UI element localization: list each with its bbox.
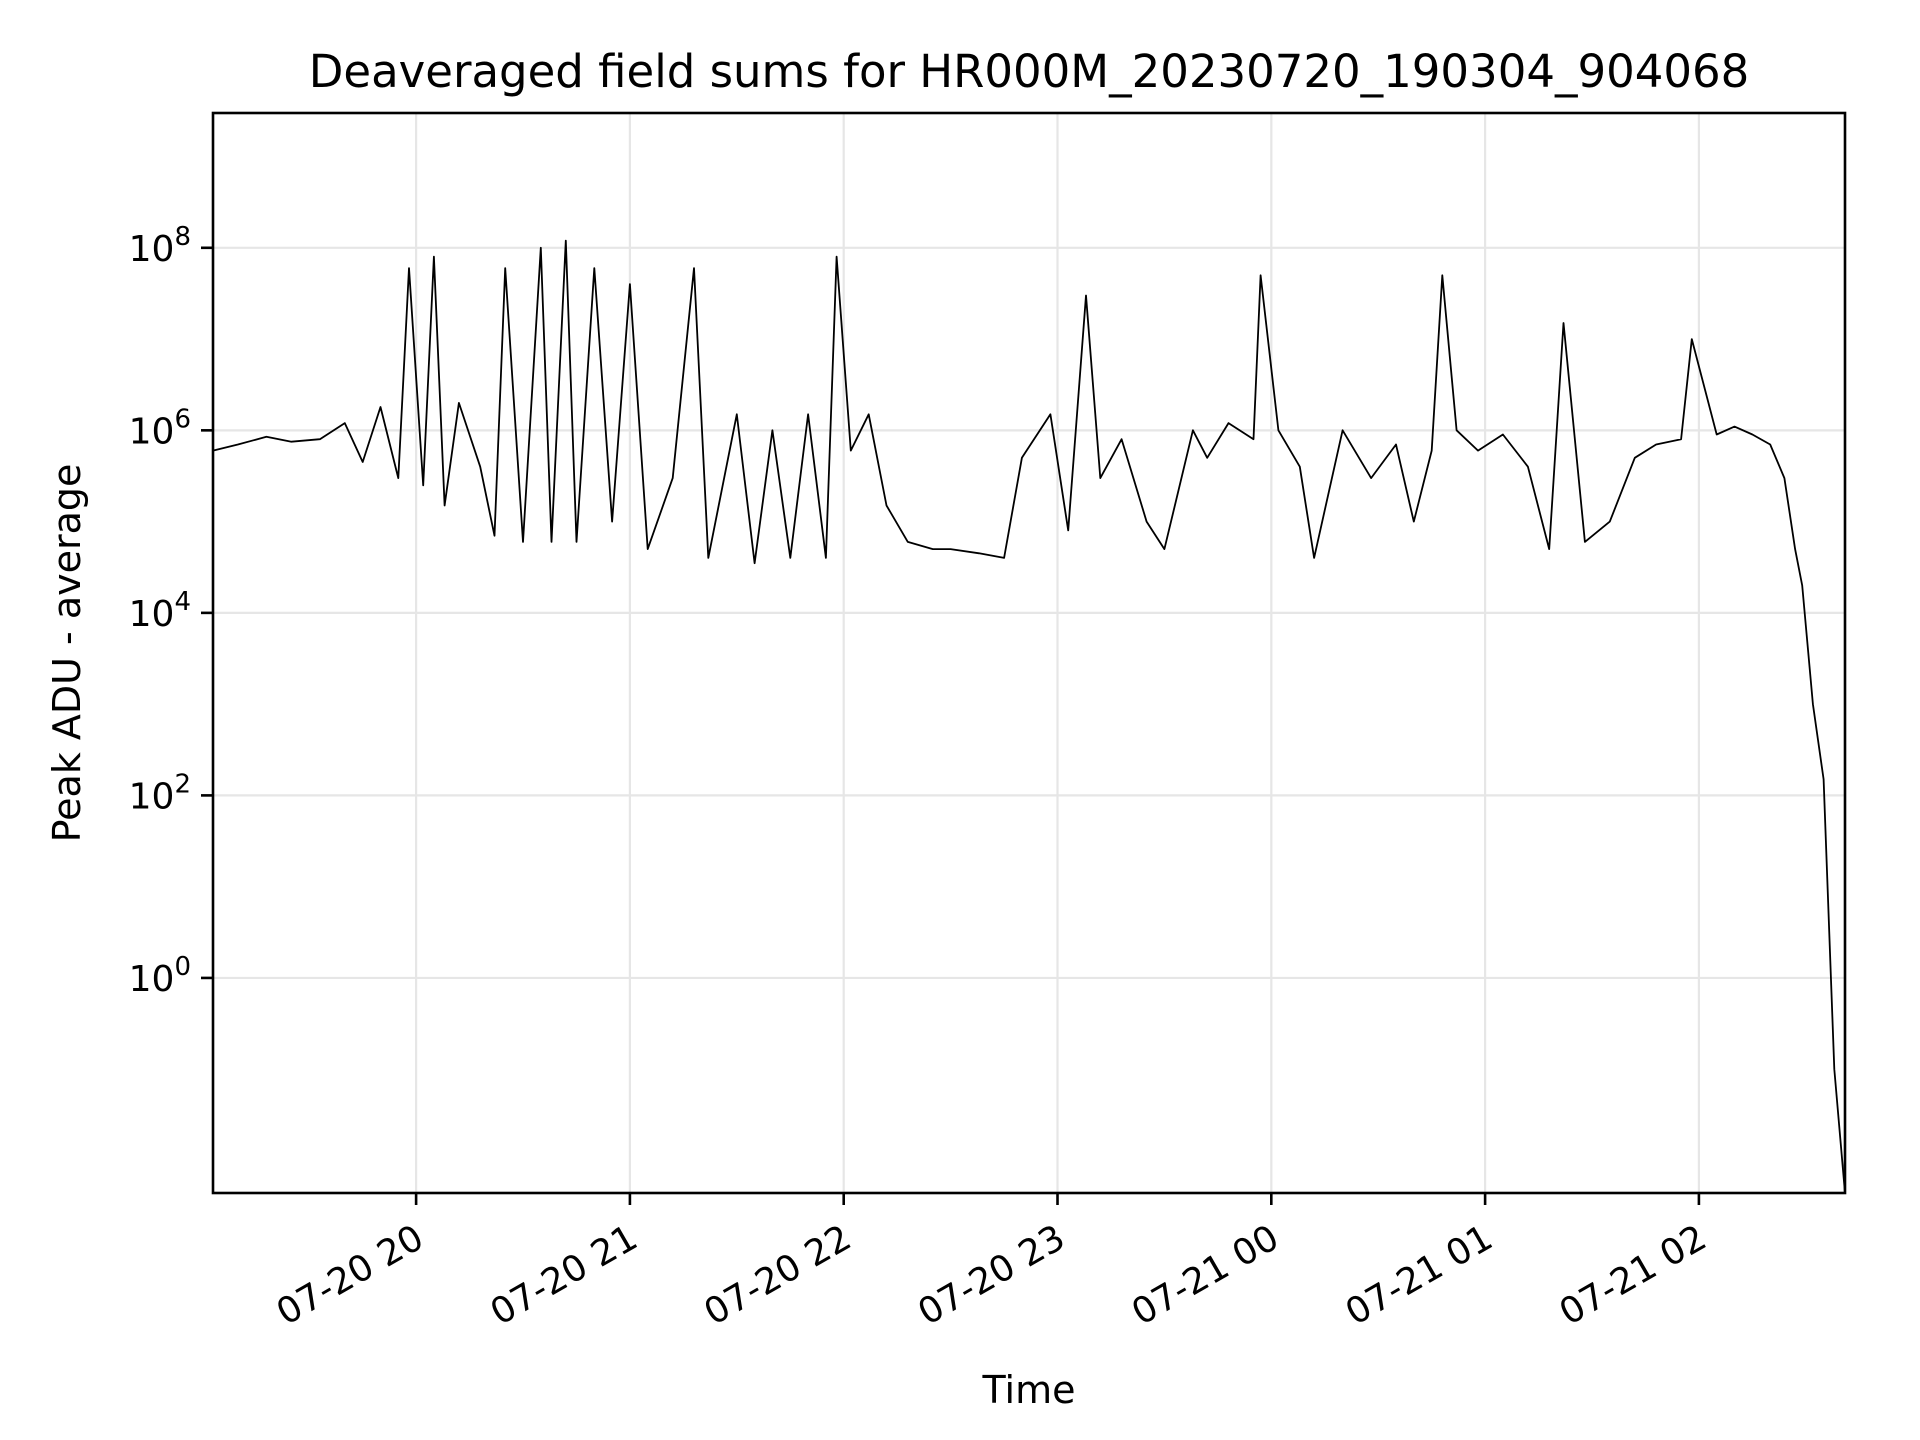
y-tick-base: 10 xyxy=(129,411,175,452)
y-tick-exponent: 8 xyxy=(174,222,191,252)
series-line xyxy=(212,239,1846,1194)
y-tick-exponent: 2 xyxy=(174,769,191,799)
y-tick-label: 100 xyxy=(129,952,191,1000)
y-tick-base: 10 xyxy=(129,776,175,817)
chart-title: Deaveraged field sums for HR000M_2023072… xyxy=(309,45,1749,98)
y-tick-base: 10 xyxy=(129,229,175,270)
y-tick-label: 102 xyxy=(129,769,191,817)
y-tick-exponent: 4 xyxy=(174,587,191,617)
series-layer xyxy=(212,239,1846,1194)
y-tick-base: 10 xyxy=(129,959,175,1000)
y-tick-exponent: 0 xyxy=(174,952,191,982)
y-tick-label: 106 xyxy=(129,404,191,452)
y-tick-label: 104 xyxy=(129,587,191,635)
y-tick-base: 10 xyxy=(129,594,175,635)
y-tick-exponent: 6 xyxy=(174,404,191,434)
y-tick-label: 108 xyxy=(129,222,191,270)
x-axis-label: Time xyxy=(982,1368,1076,1412)
plot-frame xyxy=(211,111,1847,1195)
y-axis-label: Peak ADU - average xyxy=(45,464,89,843)
